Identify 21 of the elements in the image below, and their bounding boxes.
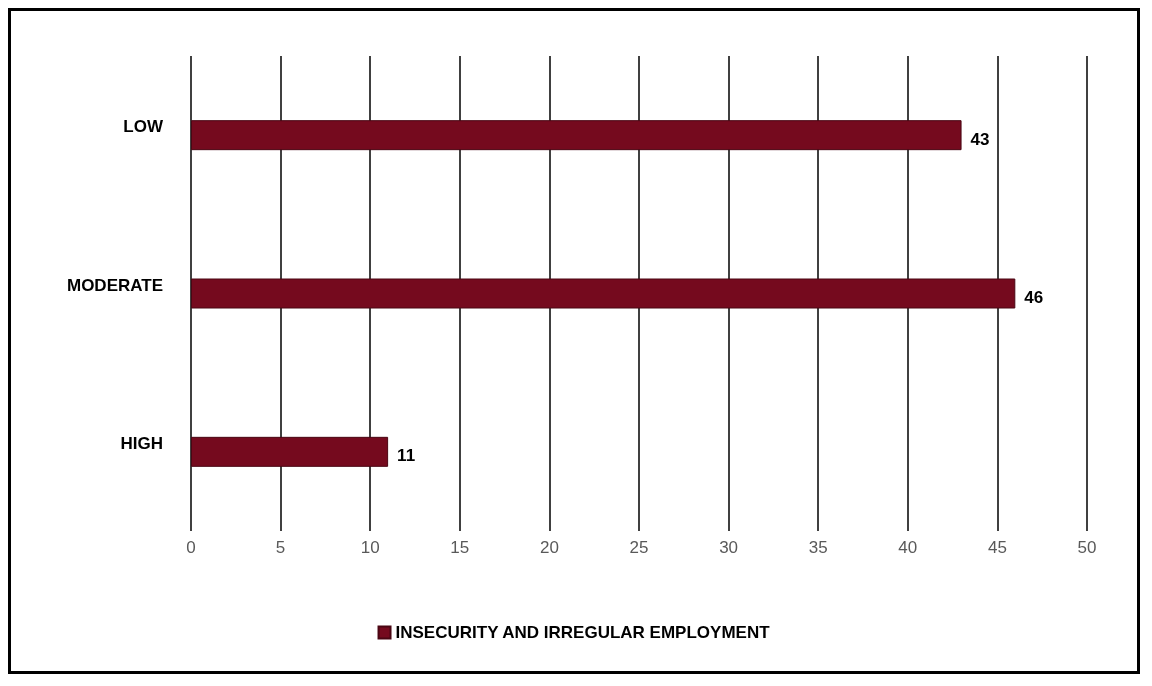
bar: [191, 278, 1016, 309]
bar: [191, 436, 389, 467]
x-tick-label: 25: [629, 538, 649, 557]
y-tick-label: MODERATE: [66, 275, 163, 295]
data-label: 11: [397, 446, 416, 466]
x-tick-label: 20: [539, 538, 559, 557]
x-tick-label: 15: [450, 538, 470, 557]
x-tick-label: 45: [987, 538, 1007, 557]
x-tick-label: 10: [360, 538, 380, 557]
data-label: 43: [970, 129, 990, 149]
legend-label: INSECURITY AND IRREGULAR EMPLOYMENT: [395, 623, 771, 642]
x-tick-label: 5: [275, 538, 286, 557]
y-tick-label: LOW: [123, 117, 164, 137]
x-tick-label: 50: [1077, 538, 1097, 557]
y-tick-label: HIGH: [120, 433, 163, 453]
bar: [191, 120, 962, 151]
x-tick-label: 30: [719, 538, 739, 557]
x-tick-label: 40: [898, 538, 918, 557]
data-label: 46: [1024, 288, 1044, 307]
x-tick-label: 35: [808, 538, 828, 557]
x-tick-label: 0: [186, 538, 196, 557]
